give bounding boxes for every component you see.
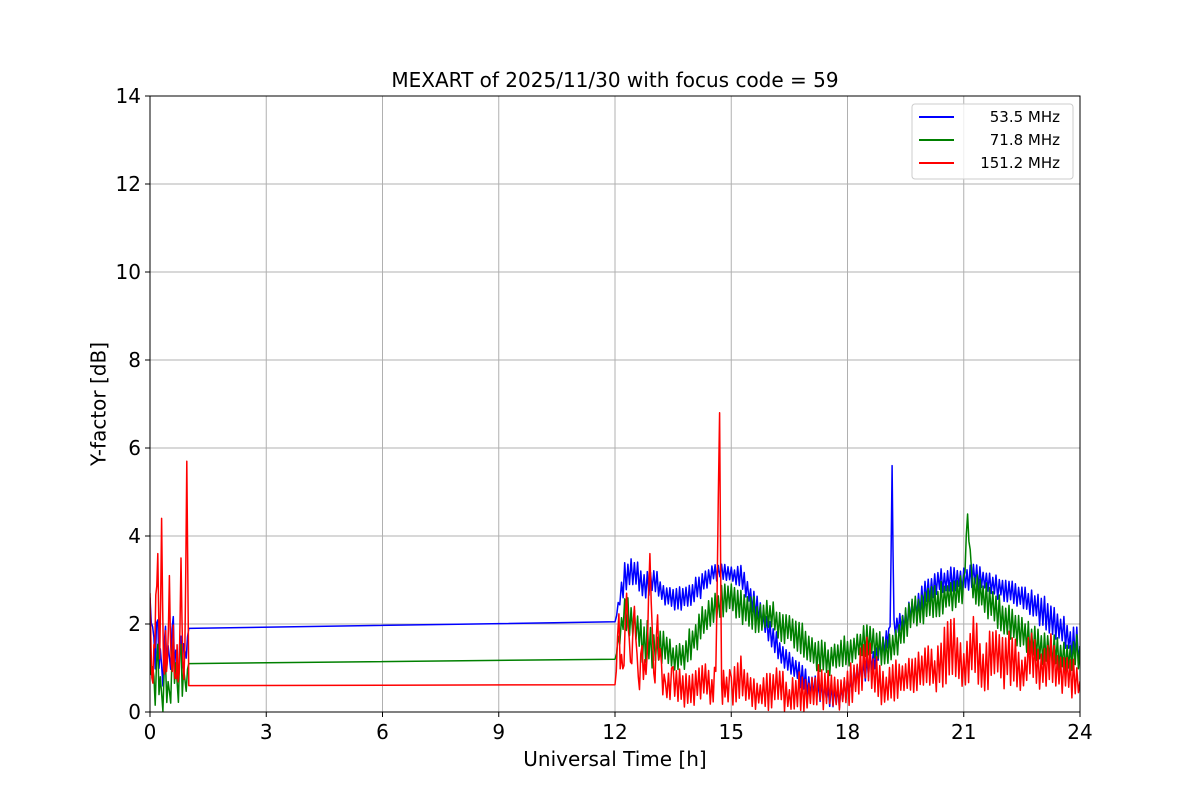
chart-title: MEXART of 2025/11/30 with focus code = 5… [391,68,838,92]
x-axis-label: Universal Time [h] [523,747,706,771]
legend-label: 71.8 MHz [990,131,1060,149]
x-tick-label: 24 [1067,720,1092,744]
series-line [150,513,1080,712]
plot-area [150,412,1080,712]
x-tick-label: 9 [492,720,505,744]
x-tick-label: 12 [602,720,627,744]
x-tick-label: 18 [835,720,860,744]
y-tick-label: 0 [128,700,141,724]
x-tick-label: 6 [376,720,389,744]
x-tick-label: 21 [951,720,976,744]
y-tick-label: 6 [128,436,141,460]
series-line [150,412,1080,712]
y-tick-label: 14 [116,84,141,108]
y-tick-label: 12 [116,172,141,196]
y-tick-label: 4 [128,524,141,548]
y-axis-label: Y-factor [dB] [87,342,111,467]
y-tick-label: 10 [116,260,141,284]
x-tick-label: 0 [144,720,157,744]
y-tick-label: 8 [128,348,141,372]
series-151-2-mhz [150,412,1080,712]
series-71-8-mhz [150,513,1080,712]
legend-label: 53.5 MHz [990,108,1060,126]
legend: 53.5 MHz 71.8 MHz 151.2 MHz [911,103,1074,180]
y-tick-label: 2 [128,612,141,636]
legend-box [911,103,1074,180]
x-tick-label: 15 [719,720,744,744]
legend-label: 151.2 MHz [980,154,1060,172]
x-tick-label: 3 [260,720,273,744]
